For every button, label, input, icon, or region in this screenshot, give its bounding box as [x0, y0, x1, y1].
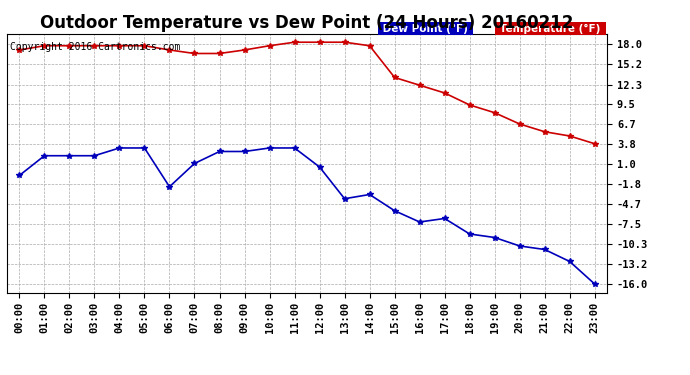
Text: Copyright 2016 Cartronics.com: Copyright 2016 Cartronics.com	[10, 42, 180, 51]
Title: Outdoor Temperature vs Dew Point (24 Hours) 20160212: Outdoor Temperature vs Dew Point (24 Hou…	[40, 14, 574, 32]
Text: Temperature (°F): Temperature (°F)	[496, 24, 604, 34]
Text: Dew Point (°F): Dew Point (°F)	[379, 24, 471, 34]
